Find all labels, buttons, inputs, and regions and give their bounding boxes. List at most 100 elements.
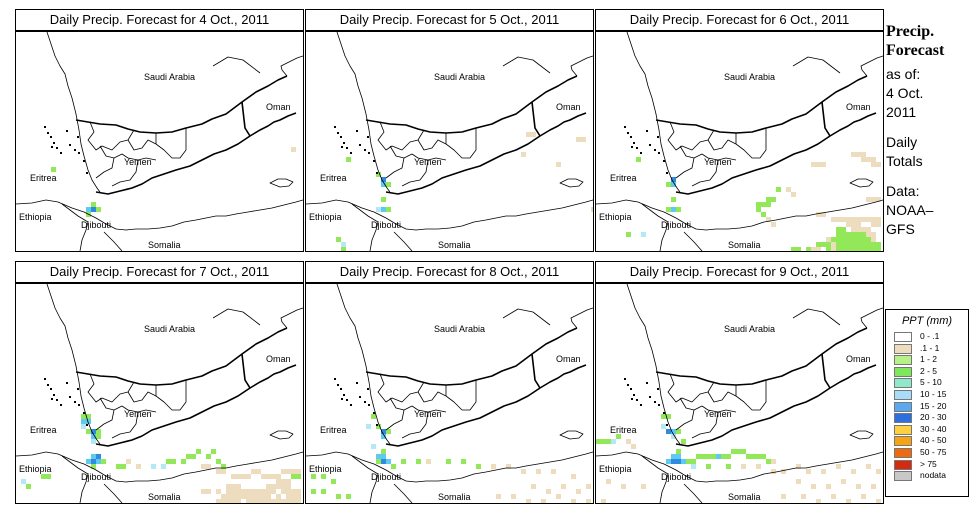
boundary-line [659,473,669,503]
precip-cell [816,162,821,167]
island-dot [66,130,68,132]
precip-cell [796,464,801,469]
island-dot [60,152,62,154]
boundary-line [570,55,593,77]
precip-cell [271,489,276,494]
country-label-djibouti: Djibouti [81,220,111,230]
precip-cell [376,172,381,177]
precip-cell [276,479,281,484]
country-label-oman: Oman [266,102,291,112]
boundary-line [860,307,883,329]
country-label-saudi: Saudi Arabia [144,324,195,334]
precip-cell [271,499,276,503]
precip-cell [91,459,96,464]
precip-cell [676,449,681,454]
map-canvas: Saudi Arabia Oman Yemen Eritrea Ethiopia Djib… [16,284,303,503]
precip-cell [86,419,91,424]
country-label-oman: Oman [556,354,581,364]
precip-cells [626,152,881,251]
island-dot [86,424,88,426]
boundary-line [675,157,695,179]
boundary-line [75,75,288,134]
precip-cell [771,459,776,464]
boundary-line [269,430,294,440]
precip-cell [276,494,281,499]
precip-cell [706,464,711,469]
precip-cell [336,494,341,499]
precip-cell [836,464,841,469]
precip-cell [846,242,851,247]
precip-cell [781,469,786,474]
precip-cell [286,494,291,499]
precip-cell [206,454,211,459]
forecast-panel-oct-7: Daily Precip. Forecast for 7 Oct., 2011 … [15,261,304,504]
precip-cell [876,499,881,503]
precip-cell [511,494,516,499]
precip-cell [841,232,846,237]
precip-cell [96,459,101,464]
island-dot [343,394,345,396]
precip-cell [91,207,96,212]
precip-cell [386,207,391,212]
precip-cell [826,247,831,251]
precip-cells [311,414,591,503]
precip-cell [856,152,861,157]
precip-cell [241,494,246,499]
boundary-line [667,121,715,151]
country-label-yemen: Yemen [414,157,442,167]
precip-cell [336,237,341,242]
boundary-line [531,353,541,389]
legend-item: 5 - 10 [886,377,968,389]
precip-cell [746,454,751,459]
precip-cell [256,494,261,499]
island-dot [60,404,62,406]
precip-cell [426,459,431,464]
precip-cell [871,247,876,251]
precip-cell [621,484,626,489]
precip-cell [281,469,286,474]
boundary-line [16,199,303,231]
country-label-saudi: Saudi Arabia [434,72,485,82]
precip-cell [841,237,846,242]
precip-cell [631,444,636,449]
precip-cell [766,459,771,464]
precip-cell [861,152,866,157]
precip-cell [816,242,821,247]
precip-cell [196,449,201,454]
country-label-oman: Oman [266,354,291,364]
precip-cell [546,489,551,494]
precip-cell [246,474,251,479]
precip-cell [81,414,86,419]
precip-cell [236,484,241,489]
precip-cell [311,489,316,494]
precip-cell [661,424,666,429]
precip-cell [276,474,281,479]
precip-cell [856,222,861,227]
legend-swatch [894,424,912,435]
precip-cell [871,197,876,202]
precip-cell [381,459,386,464]
island-dot [367,136,369,138]
precip-cell [151,464,156,469]
island-dot [50,136,52,138]
precip-cell [261,489,266,494]
boundary-line [95,157,115,179]
country-label-eritrea: Eritrea [610,425,637,435]
boundary-line [596,199,883,231]
precip-cell [811,484,816,489]
precip-cell [556,494,561,499]
precip-cell [626,439,631,444]
precip-cell [171,459,176,464]
precip-cell [766,217,771,222]
boundary-line [559,430,584,440]
precip-cell [846,247,851,251]
precip-cell [866,227,871,232]
country-label-eritrea: Eritrea [30,425,57,435]
precip-cell [236,489,241,494]
island-dot [83,160,85,162]
island-dot [646,130,648,132]
precip-cell [371,414,376,419]
precip-cell [861,227,866,232]
island-dot [631,146,633,148]
precip-cell [821,469,826,474]
